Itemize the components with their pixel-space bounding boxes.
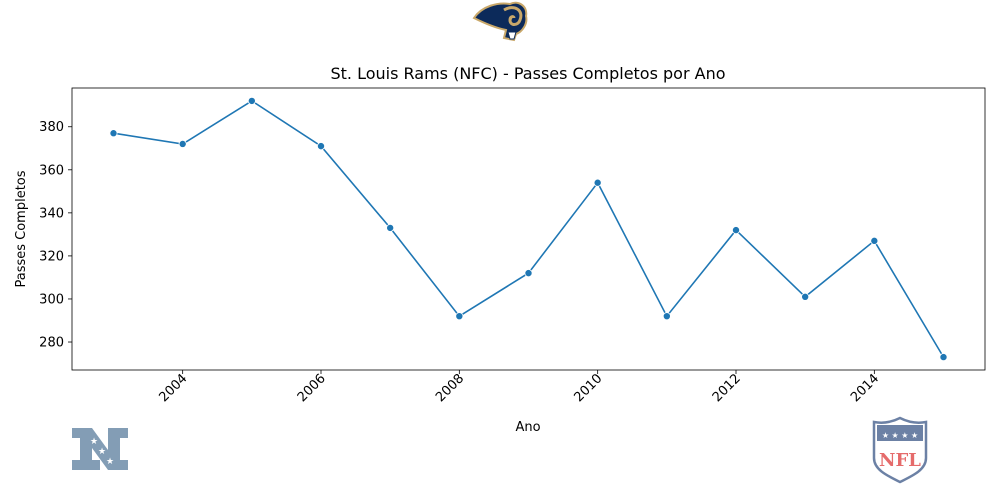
data-point (316, 142, 325, 151)
data-point (178, 139, 187, 148)
data-point (732, 226, 741, 235)
data-point (801, 292, 810, 301)
x-axis: 2004 2006 2008 2010 2012 2014 (156, 370, 882, 405)
rams-logo (472, 1, 528, 42)
data-point (662, 312, 671, 321)
series-markers (109, 96, 948, 362)
y-axis-label: Passes Completos (14, 170, 29, 287)
x-tick-label: 2010 (571, 371, 605, 405)
svg-text:★: ★ (98, 447, 106, 457)
x-tick-label: 2004 (156, 371, 190, 405)
svg-text:★: ★ (106, 457, 114, 467)
nfc-logo: ★ ★ ★ (72, 428, 128, 470)
data-point (939, 353, 948, 362)
data-point (870, 236, 879, 245)
x-tick-label: 2006 (295, 371, 329, 405)
plot-area (71, 87, 986, 371)
data-point (524, 269, 533, 278)
y-tick-label: 340 (39, 206, 64, 221)
nfl-logo: ★ ★ ★ ★ NFL (872, 416, 928, 484)
x-axis-label: Ano (515, 420, 540, 435)
series-line (113, 99, 945, 358)
y-tick-label: 280 (39, 336, 64, 351)
y-tick-label: 320 (39, 249, 64, 264)
data-point (386, 223, 395, 232)
data-point (247, 96, 256, 105)
y-axis: 280 300 320 340 360 380 (39, 120, 72, 351)
y-tick-label: 380 (39, 120, 64, 135)
y-tick-label: 360 (39, 163, 64, 178)
svg-text:★ ★ ★ ★: ★ ★ ★ ★ (882, 431, 918, 440)
data-point (109, 129, 118, 138)
x-tick-label: 2012 (710, 371, 744, 405)
data-point (455, 312, 464, 321)
y-tick-label: 300 (39, 292, 64, 307)
nfl-text: NFL (879, 450, 921, 471)
x-tick-label: 2014 (848, 371, 882, 405)
x-tick-label: 2008 (433, 371, 467, 405)
svg-text:★: ★ (90, 437, 98, 447)
chart-title: St. Louis Rams (NFC) - Passes Completos … (330, 64, 725, 83)
data-point (593, 178, 602, 187)
